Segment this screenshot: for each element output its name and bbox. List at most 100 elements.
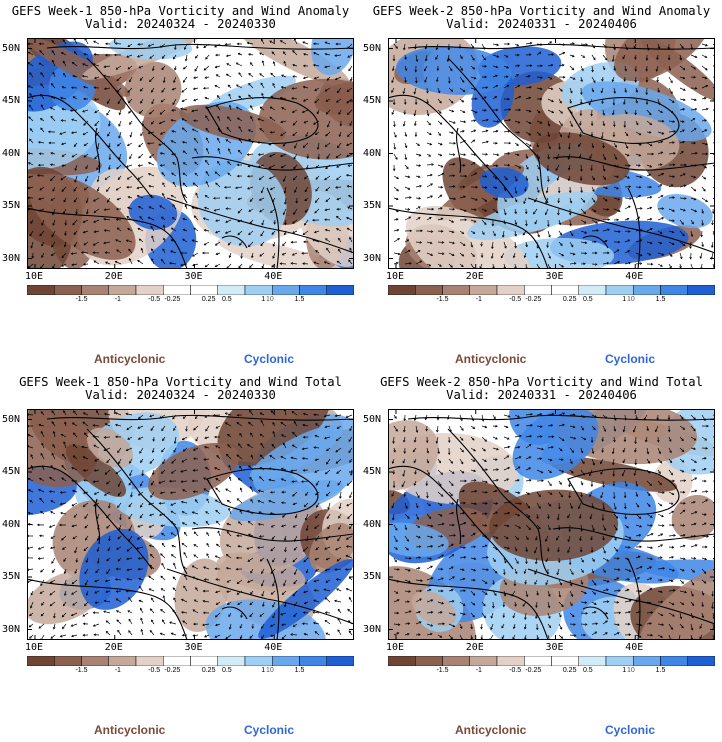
colorbar-swatch — [81, 656, 109, 666]
longitude-label: 10E — [385, 642, 405, 653]
latitude-label: 30N — [2, 623, 21, 635]
latitude-label: 40N — [363, 518, 382, 530]
colorbar-swatch — [605, 285, 634, 295]
latitude-label: 40N — [2, 518, 21, 530]
latitude-label: 45N — [2, 95, 21, 106]
colorbar-tick-label: -0.25 — [525, 296, 542, 303]
colorbar-tick-label: 0.25 — [562, 296, 577, 303]
latitude-label: 45N — [2, 466, 21, 477]
colorbar-tick-label: 0.5 — [221, 296, 232, 303]
latitude-label: 40N — [363, 147, 382, 159]
colorbar-swatch — [633, 285, 661, 295]
colorbar-tick-label: 0.5 — [582, 667, 593, 674]
colorbar-swatch — [108, 656, 137, 666]
longitude-label: 20E — [104, 642, 123, 653]
colorbar-tick-label: 1 — [261, 667, 266, 674]
colorbar-swatch — [299, 656, 327, 666]
colorbar-swatch — [660, 656, 688, 666]
colorbar-swatch — [27, 285, 55, 295]
colorbar-swatch — [496, 656, 525, 666]
colorbar-swatch — [272, 656, 300, 666]
latitude-label: 45N — [363, 95, 382, 106]
latitude-label: 30N — [363, 252, 382, 264]
colorbar-swatch — [244, 656, 273, 666]
coastlines — [27, 414, 354, 640]
coastlines — [388, 414, 715, 640]
colorbar-scale-label: 10 — [627, 296, 635, 303]
vorticity-map — [388, 409, 715, 640]
colorbar-swatch — [299, 285, 327, 295]
cyclonic-label: Cyclonic — [244, 723, 295, 737]
colorbar — [27, 656, 354, 666]
colorbar-swatch — [469, 656, 498, 666]
colorbar-swatch — [388, 656, 416, 666]
panel-title: GEFS Week-1 850-hPa Vorticity and Wind T… — [19, 375, 342, 389]
colorbar-swatch — [551, 656, 579, 666]
longitude-label: 10E — [24, 642, 44, 653]
colorbar-tick-label: -1 — [114, 296, 121, 303]
colorbar-swatch — [217, 285, 246, 295]
colorbar-swatch — [163, 285, 191, 295]
colorbar-tick-label: -1 — [475, 296, 482, 303]
colorbar-swatch — [54, 285, 82, 295]
vorticity-map — [388, 38, 715, 269]
colorbar-swatch — [524, 285, 552, 295]
colorbar-swatch — [415, 656, 443, 666]
colorbar-swatch — [687, 656, 715, 666]
colorbar-tick-label: 1.5 — [655, 667, 666, 674]
anticyclonic-label: Anticyclonic — [455, 723, 527, 737]
longitude-label: 10E — [24, 271, 44, 282]
colorbar-tick-label: 1 — [622, 296, 627, 303]
colorbar-swatch — [660, 285, 688, 295]
latitude-label: 35N — [2, 200, 21, 211]
wind-vectors — [27, 409, 353, 640]
colorbar-tick-label: 1 — [622, 667, 627, 674]
colorbar-tick-label: 0.5 — [221, 667, 232, 674]
cyclonic-label: Cyclonic — [244, 352, 295, 366]
colorbar-swatch — [81, 285, 109, 295]
colorbar-swatch — [496, 285, 525, 295]
map-panel-4: GEFS Week-2 850-hPa Vorticity and Wind T… — [361, 371, 722, 742]
colorbar-tick-label: -1.5 — [436, 296, 449, 303]
latitude-label: 35N — [2, 571, 21, 582]
latitude-label: 35N — [363, 200, 382, 211]
colorbar-swatch — [217, 656, 246, 666]
longitude-label: 10E — [385, 271, 405, 282]
colorbar-tick-label: 1.5 — [294, 667, 305, 674]
longitude-label: 40E — [625, 642, 644, 653]
colorbar-swatch — [415, 285, 443, 295]
colorbar-swatch — [108, 285, 137, 295]
longitude-label: 30E — [545, 271, 564, 282]
colorbar-tick-label: -1.5 — [75, 296, 88, 303]
latitude-label: 45N — [363, 466, 382, 477]
panel-title: GEFS Week-2 850-hPa Vorticity and Wind A… — [372, 4, 711, 18]
colorbar-swatch — [190, 656, 218, 666]
colorbar-swatch — [27, 656, 55, 666]
colorbar-swatch — [578, 656, 607, 666]
vorticity-field — [388, 38, 715, 269]
colorbar — [27, 285, 354, 295]
map-panel-1: GEFS Week-1 850-hPa Vorticity and Wind A… — [0, 0, 361, 371]
colorbar-swatch — [244, 285, 273, 295]
colorbar-scale-label: 10 — [266, 667, 274, 674]
colorbar-tick-label: -1 — [475, 667, 482, 674]
colorbar-swatch — [605, 656, 634, 666]
vorticity-map — [27, 38, 354, 269]
vorticity-field — [27, 38, 354, 269]
map-panel-2: GEFS Week-2 850-hPa Vorticity and Wind A… — [361, 0, 722, 371]
colorbar-swatch — [135, 656, 164, 666]
latitude-label: 30N — [2, 252, 21, 264]
anticyclonic-label: Anticyclonic — [455, 352, 527, 366]
longitude-label: 20E — [465, 271, 484, 282]
wind-vectors — [391, 412, 715, 640]
cyclonic-label: Cyclonic — [605, 352, 656, 366]
anticyclonic-label: Anticyclonic — [94, 723, 166, 737]
panel-title: GEFS Week-1 850-hPa Vorticity and Wind A… — [11, 4, 350, 18]
latitude-label: 40N — [2, 147, 21, 159]
colorbar-tick-label: -1.5 — [75, 667, 88, 674]
cyclonic-label: Cyclonic — [605, 723, 656, 737]
vorticity-field — [27, 409, 354, 640]
colorbar-tick-label: -0.25 — [164, 667, 181, 674]
colorbar-swatch — [524, 656, 552, 666]
colorbar-swatch — [469, 285, 498, 295]
